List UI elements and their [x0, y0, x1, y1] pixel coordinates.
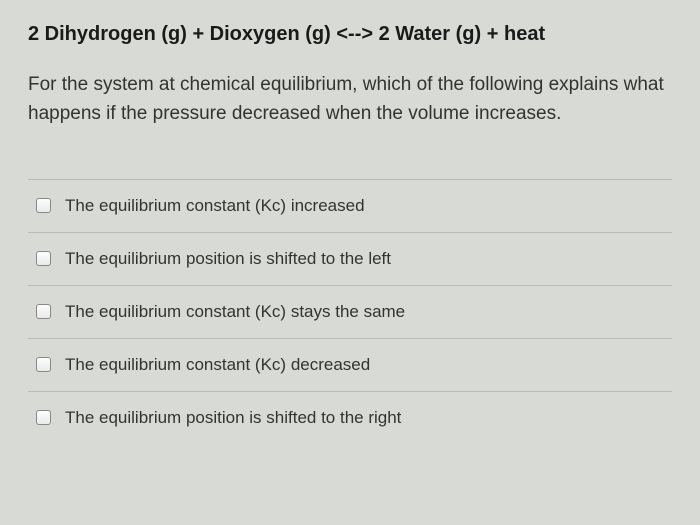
checkbox-icon[interactable] — [36, 304, 51, 319]
option-row[interactable]: The equilibrium position is shifted to t… — [28, 232, 672, 285]
option-label: The equilibrium constant (Kc) increased — [65, 196, 365, 216]
checkbox-icon[interactable] — [36, 410, 51, 425]
option-row[interactable]: The equilibrium constant (Kc) stays the … — [28, 285, 672, 338]
option-label: The equilibrium constant (Kc) decreased — [65, 355, 370, 375]
option-row[interactable]: The equilibrium constant (Kc) decreased — [28, 338, 672, 391]
checkbox-icon[interactable] — [36, 357, 51, 372]
question-prompt: For the system at chemical equilibrium, … — [28, 70, 672, 129]
option-label: The equilibrium position is shifted to t… — [65, 249, 391, 269]
option-label: The equilibrium position is shifted to t… — [65, 408, 401, 428]
option-row[interactable]: The equilibrium constant (Kc) increased — [28, 179, 672, 232]
chemical-equation: 2 Dihydrogen (g) + Dioxygen (g) <--> 2 W… — [28, 20, 672, 48]
checkbox-icon[interactable] — [36, 198, 51, 213]
options-list: The equilibrium constant (Kc) increased … — [28, 179, 672, 444]
option-row[interactable]: The equilibrium position is shifted to t… — [28, 391, 672, 444]
checkbox-icon[interactable] — [36, 251, 51, 266]
option-label: The equilibrium constant (Kc) stays the … — [65, 302, 405, 322]
